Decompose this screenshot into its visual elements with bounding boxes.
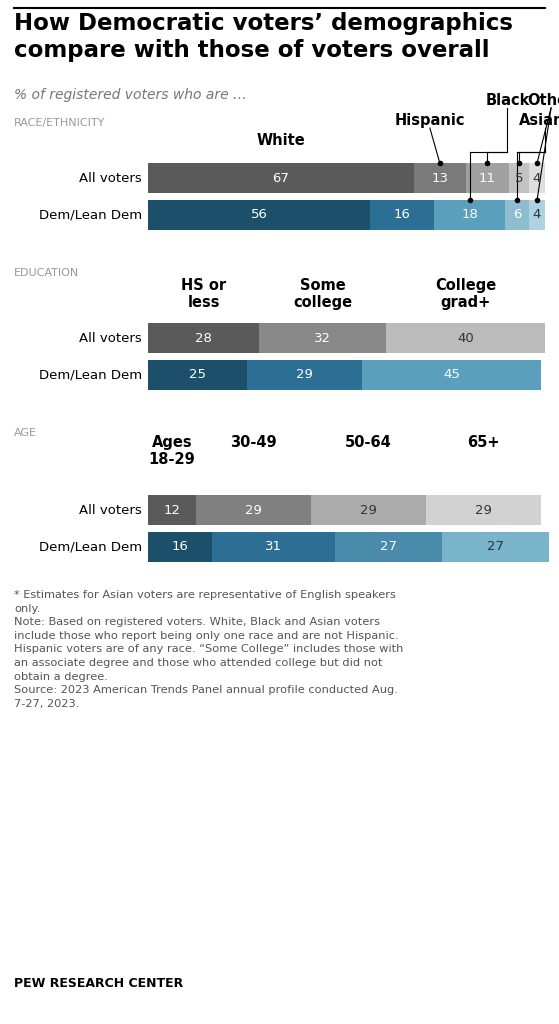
Text: PEW RESEARCH CENTER: PEW RESEARCH CENTER bbox=[14, 977, 183, 990]
Text: 13: 13 bbox=[432, 171, 448, 184]
Text: 65+: 65+ bbox=[467, 435, 500, 450]
Text: Other: Other bbox=[527, 93, 559, 108]
Text: % of registered voters who are …: % of registered voters who are … bbox=[14, 88, 247, 102]
Text: 30-49: 30-49 bbox=[230, 435, 277, 450]
Bar bbox=[442, 532, 549, 562]
Bar bbox=[148, 532, 211, 562]
Text: All voters: All voters bbox=[79, 171, 142, 184]
Text: 5: 5 bbox=[515, 171, 523, 184]
Bar bbox=[529, 163, 545, 193]
Bar bbox=[148, 360, 247, 390]
Text: 29: 29 bbox=[245, 504, 262, 516]
Text: HS or
less: HS or less bbox=[181, 278, 226, 310]
Bar bbox=[196, 495, 311, 525]
Text: 29: 29 bbox=[296, 369, 313, 382]
Text: EDUCATION: EDUCATION bbox=[14, 268, 79, 278]
Bar bbox=[148, 163, 414, 193]
Bar bbox=[148, 200, 370, 230]
Text: Black: Black bbox=[485, 93, 529, 108]
Bar bbox=[362, 360, 541, 390]
Bar bbox=[509, 163, 529, 193]
Text: 12: 12 bbox=[163, 504, 181, 516]
Text: Ages
18-29: Ages 18-29 bbox=[149, 435, 195, 467]
Bar bbox=[529, 200, 545, 230]
Text: 25: 25 bbox=[189, 369, 206, 382]
Bar bbox=[434, 200, 505, 230]
Bar bbox=[370, 200, 434, 230]
Text: White: White bbox=[257, 133, 305, 148]
Text: 27: 27 bbox=[380, 541, 397, 554]
Bar bbox=[505, 200, 529, 230]
Bar bbox=[426, 495, 541, 525]
Text: 28: 28 bbox=[195, 332, 212, 344]
Bar bbox=[148, 323, 259, 353]
Text: 32: 32 bbox=[314, 332, 331, 344]
Text: 45: 45 bbox=[443, 369, 460, 382]
Text: 29: 29 bbox=[360, 504, 377, 516]
Bar bbox=[259, 323, 386, 353]
Text: College
grad+: College grad+ bbox=[435, 278, 496, 310]
Text: 31: 31 bbox=[264, 541, 282, 554]
Text: 18: 18 bbox=[461, 209, 478, 221]
Text: 16: 16 bbox=[171, 541, 188, 554]
Bar bbox=[148, 495, 196, 525]
Bar bbox=[335, 532, 442, 562]
Text: Hispanic: Hispanic bbox=[395, 113, 465, 128]
Text: How Democratic voters’ demographics
compare with those of voters overall: How Democratic voters’ demographics comp… bbox=[14, 12, 513, 62]
Text: All voters: All voters bbox=[79, 504, 142, 516]
Text: 11: 11 bbox=[479, 171, 496, 184]
Text: AGE: AGE bbox=[14, 428, 37, 438]
Text: Asian*: Asian* bbox=[519, 113, 559, 128]
Bar bbox=[211, 532, 335, 562]
Text: 50-64: 50-64 bbox=[345, 435, 392, 450]
Bar bbox=[247, 360, 362, 390]
Text: Some
college: Some college bbox=[293, 278, 352, 310]
Text: Dem/Lean Dem: Dem/Lean Dem bbox=[39, 541, 142, 554]
Text: Dem/Lean Dem: Dem/Lean Dem bbox=[39, 369, 142, 382]
Bar bbox=[311, 495, 426, 525]
Bar bbox=[466, 163, 509, 193]
Text: * Estimates for Asian voters are representative of English speakers
only.
Note: : * Estimates for Asian voters are represe… bbox=[14, 590, 404, 709]
Text: All voters: All voters bbox=[79, 332, 142, 344]
Text: 4: 4 bbox=[533, 171, 541, 184]
Text: 56: 56 bbox=[251, 209, 268, 221]
Text: 67: 67 bbox=[273, 171, 290, 184]
Text: 40: 40 bbox=[457, 332, 474, 344]
Text: 4: 4 bbox=[533, 209, 541, 221]
Text: 6: 6 bbox=[513, 209, 522, 221]
Text: 16: 16 bbox=[394, 209, 410, 221]
Text: RACE/ETHNICITY: RACE/ETHNICITY bbox=[14, 118, 106, 128]
Text: 29: 29 bbox=[475, 504, 492, 516]
Text: 27: 27 bbox=[487, 541, 504, 554]
Text: Dem/Lean Dem: Dem/Lean Dem bbox=[39, 209, 142, 221]
Bar bbox=[386, 323, 545, 353]
Bar bbox=[414, 163, 466, 193]
